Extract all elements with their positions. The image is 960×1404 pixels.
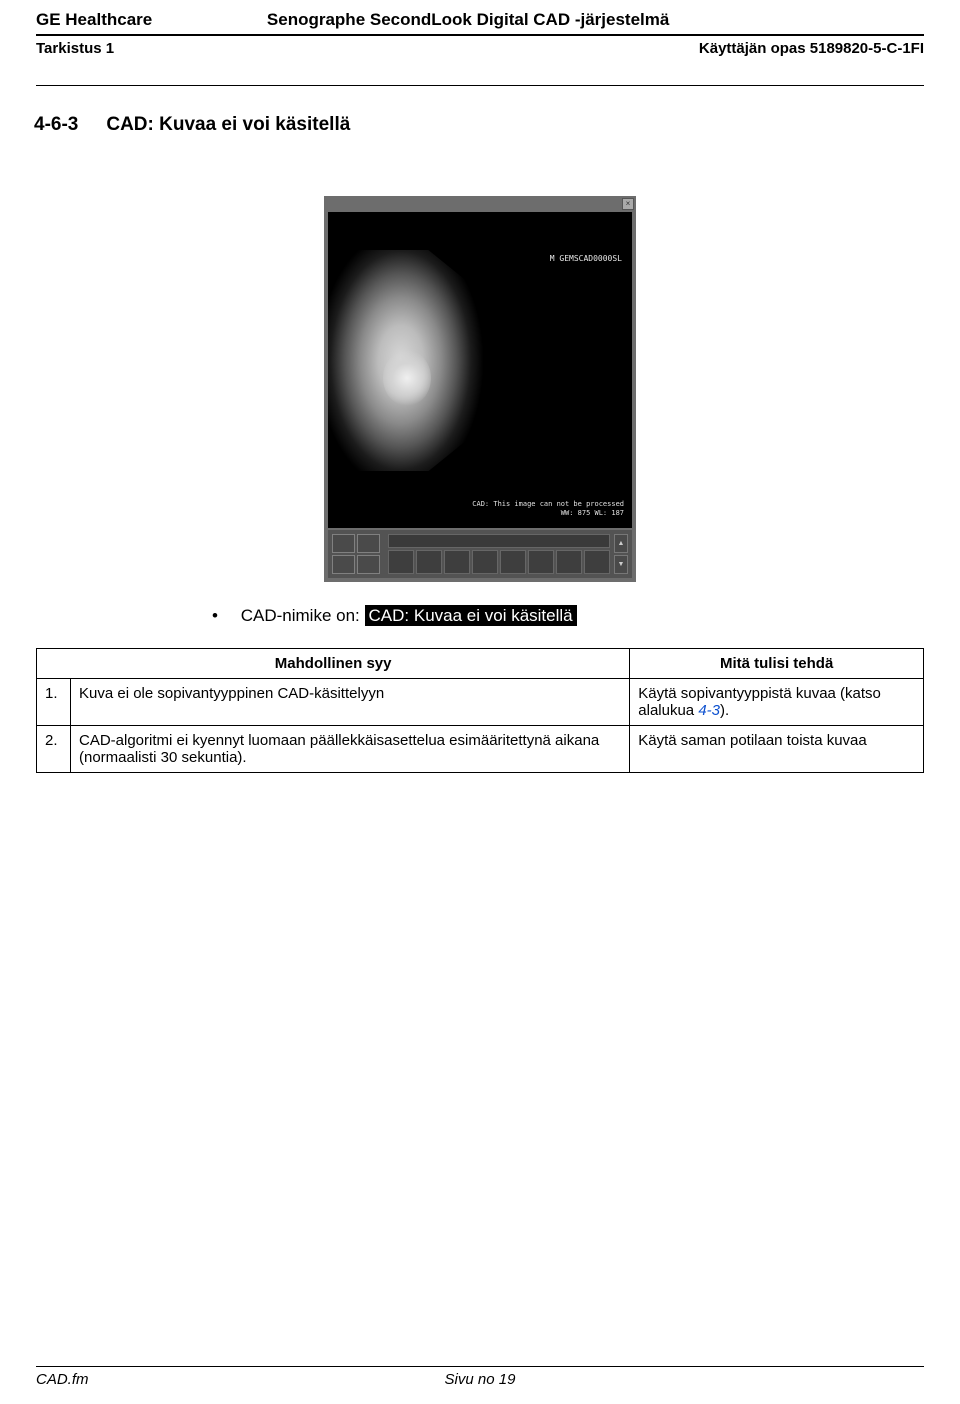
layout-icon — [357, 534, 380, 553]
section-number: 4-6-3 — [34, 114, 78, 136]
thumb — [500, 550, 526, 574]
thumb — [416, 550, 442, 574]
bullet-highlight: CAD: Kuvaa ei voi käsitellä — [365, 605, 577, 626]
bullet-line: • CAD-nimike on: CAD: Kuvaa ei voi käsit… — [212, 606, 924, 626]
row-action: Käytä sopivantyyppistä kuvaa (katso alal… — [630, 679, 924, 726]
arrow-up-icon: ▲ — [614, 534, 628, 553]
row-number: 1. — [37, 679, 71, 726]
thumb — [444, 550, 470, 574]
thumb — [528, 550, 554, 574]
action-text-post: ). — [720, 702, 729, 719]
row-cause: Kuva ei ole sopivantyyppinen CAD-käsitte… — [71, 679, 630, 726]
table-row: 2. CAD-algoritmi ei kyennyt luomaan pääl… — [37, 726, 924, 773]
cad-status-line1: CAD: This image can not be processed — [472, 500, 624, 509]
section-title: CAD: Kuvaa ei voi käsitellä — [106, 114, 350, 136]
lesion-region — [383, 350, 431, 406]
cross-reference-link[interactable]: 4-3 — [698, 702, 720, 719]
docref-text: Käyttäjän opas 5189820-5-C-1FI — [699, 40, 924, 57]
cad-status-overlay: CAD: This image can not be processed WW:… — [472, 500, 624, 518]
viewer-toolbar: ▲ ▼ — [328, 530, 632, 578]
row-action: Käytä saman potilaan toista kuvaa — [630, 726, 924, 773]
mammogram-tissue — [328, 250, 510, 471]
col-header-action: Mitä tulisi tehdä — [630, 649, 924, 679]
thumb — [584, 550, 610, 574]
footer-page-number: Sivu no 19 — [36, 1371, 924, 1388]
mammogram-view: M GEMSCAD0000SL CAD: This image can not … — [328, 212, 632, 528]
cad-status-line2: WW: 875 WL: 187 — [472, 509, 624, 518]
thumb — [556, 550, 582, 574]
thumb-strip-header — [388, 534, 610, 548]
action-text-pre: Käytä sopivantyyppistä kuvaa (katso alal… — [638, 685, 881, 719]
layout-icon — [332, 555, 355, 574]
page-header-sub: Tarkistus 1 Käyttäjän opas 5189820-5-C-1… — [36, 36, 924, 61]
arrow-down-icon: ▼ — [614, 555, 628, 574]
row-cause: CAD-algoritmi ei kyennyt luomaan päällek… — [71, 726, 630, 773]
table-row: 1. Kuva ei ole sopivantyyppinen CAD-käsi… — [37, 679, 924, 726]
thumb — [388, 550, 414, 574]
image-id-overlay: M GEMSCAD0000SL — [550, 254, 622, 263]
troubleshoot-table: Mahdollinen syy Mitä tulisi tehdä 1. Kuv… — [36, 648, 924, 773]
divider-line — [36, 85, 924, 86]
layout-icon — [332, 534, 355, 553]
section-heading: 4-6-3 CAD: Kuvaa ei voi käsitellä — [34, 114, 924, 136]
col-header-cause: Mahdollinen syy — [37, 649, 630, 679]
row-number: 2. — [37, 726, 71, 773]
bullet-lead: CAD-nimike on: — [241, 606, 360, 625]
close-icon: × — [622, 198, 634, 210]
brand-text: GE Healthcare — [36, 10, 152, 30]
thumbnail-strip — [388, 550, 610, 574]
thumb — [472, 550, 498, 574]
revision-text: Tarkistus 1 — [36, 40, 114, 57]
action-text-pre: Käytä saman potilaan toista kuvaa — [638, 732, 866, 749]
layout-icon — [357, 555, 380, 574]
layout-buttons — [332, 534, 380, 574]
thumb-nav: ▲ ▼ — [614, 534, 628, 574]
product-title: Senographe SecondLook Digital CAD -järje… — [152, 10, 784, 30]
footer-filename: CAD.fm — [36, 1371, 89, 1388]
bullet-icon: • — [212, 606, 236, 626]
screenshot-figure: × M GEMSCAD0000SL CAD: This image can no… — [324, 196, 636, 582]
page-footer: CAD.fm Sivu no 19 — [36, 1366, 924, 1388]
page-header-top: GE Healthcare Senographe SecondLook Digi… — [36, 10, 924, 36]
